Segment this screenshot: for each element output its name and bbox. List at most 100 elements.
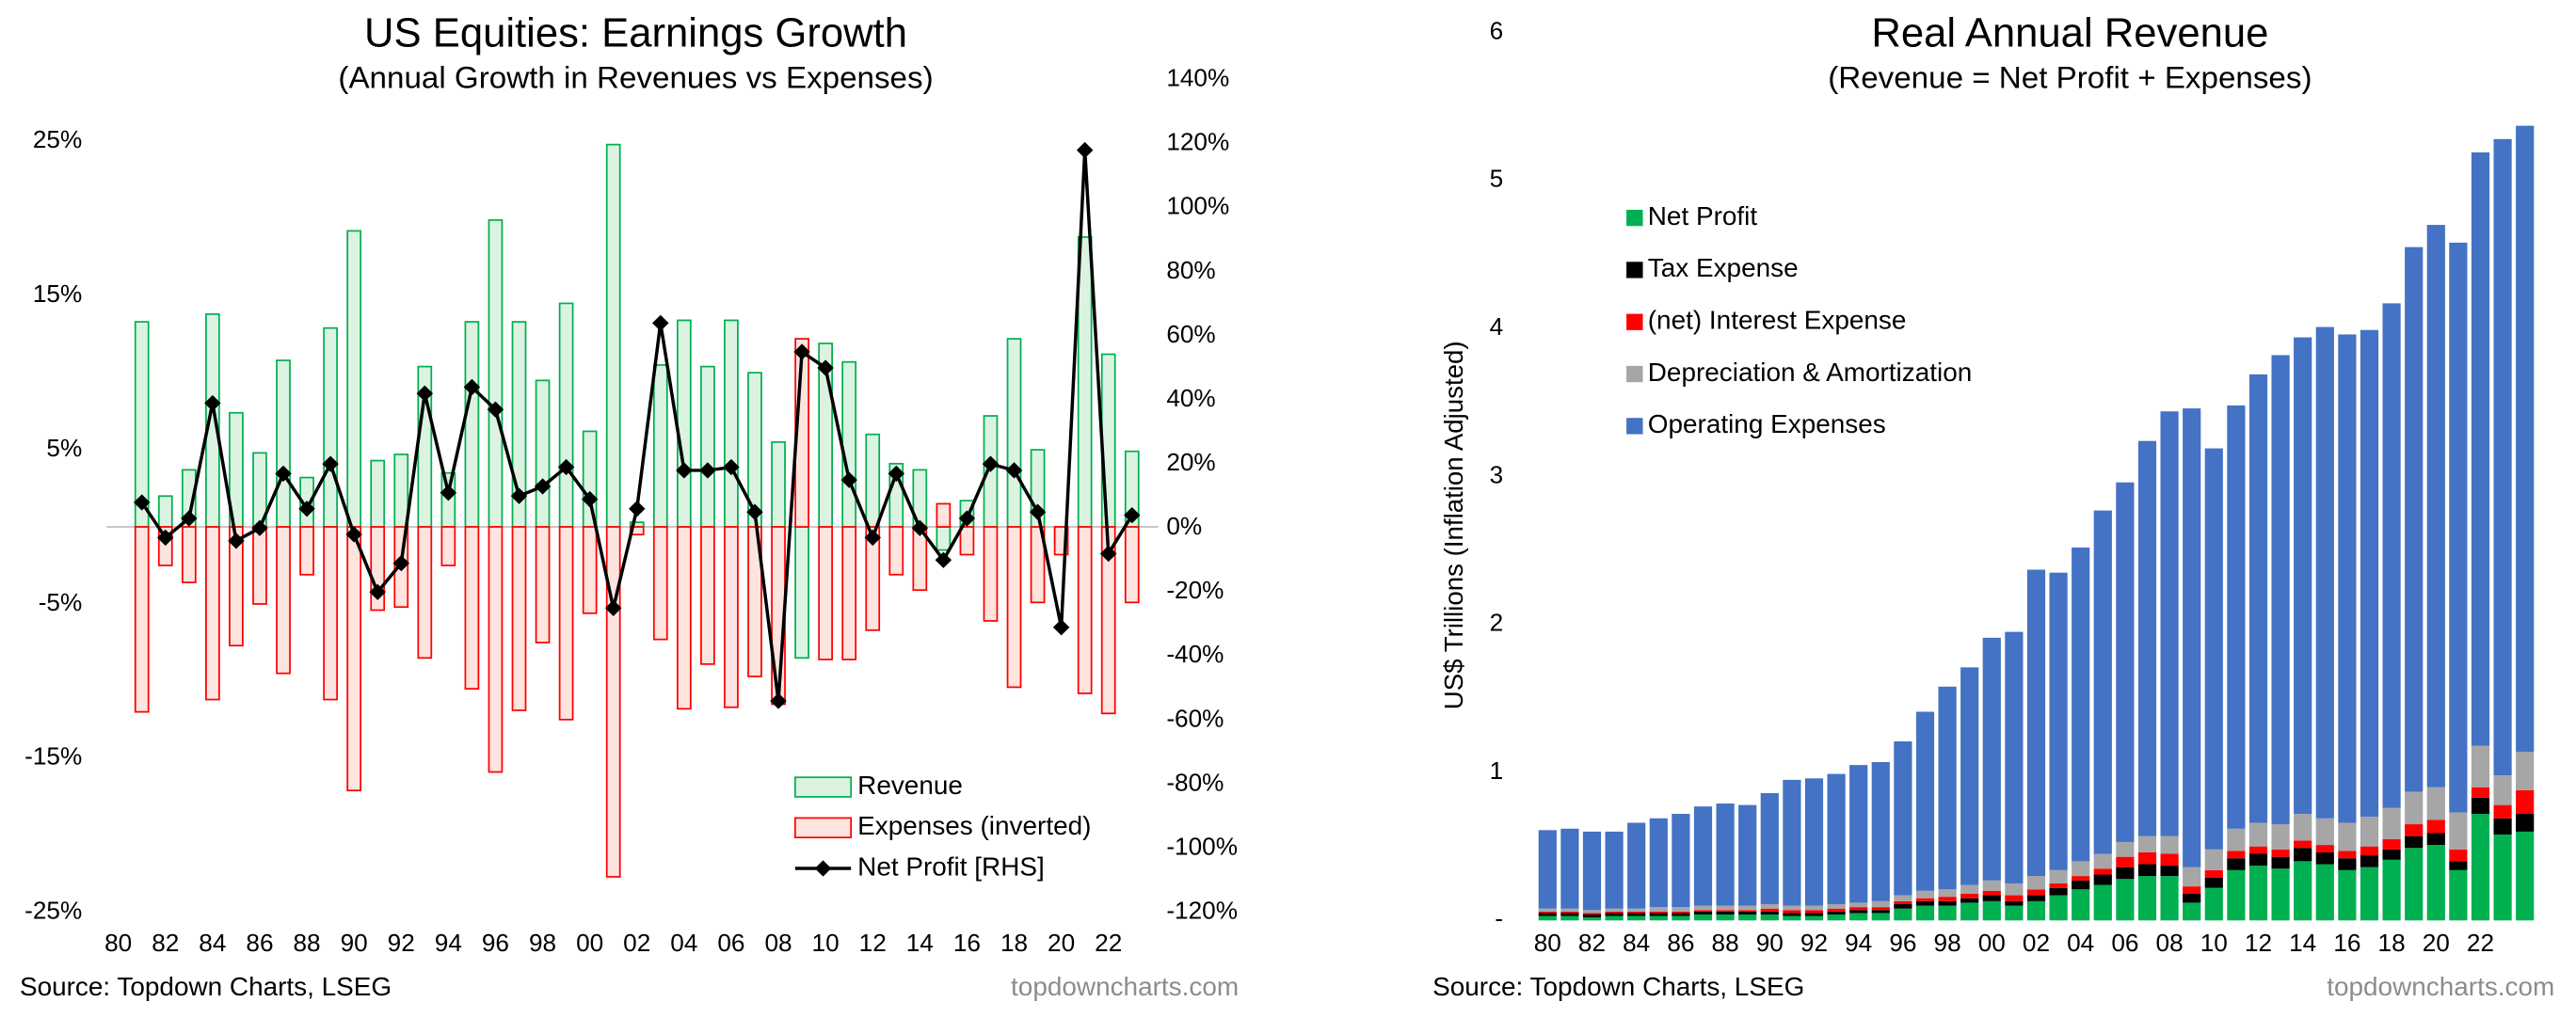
bar-segment <box>2093 853 2112 869</box>
bar-segment <box>1894 908 1912 921</box>
bar <box>724 526 739 708</box>
x-tick-label: 98 <box>529 929 556 957</box>
bar <box>464 526 480 690</box>
x-tick-label: 10 <box>2200 929 2228 957</box>
bar-segment <box>2271 856 2290 869</box>
bar-segment <box>1738 804 1757 906</box>
bar-segment <box>2049 883 2068 888</box>
x-tick-label: 90 <box>1756 929 1784 957</box>
bar-segment <box>1538 915 1557 921</box>
bar-segment <box>1827 773 1846 904</box>
bar-segment <box>2093 868 2112 875</box>
y2-tick-label: 80% <box>1166 256 1215 284</box>
x-tick-label: 04 <box>2067 929 2094 957</box>
bar <box>276 526 291 675</box>
x-tick-label: 18 <box>2378 929 2406 957</box>
bar <box>181 526 197 583</box>
bar <box>888 526 904 576</box>
y-tick-label: 3 <box>1490 460 1504 488</box>
line-marker <box>958 510 976 527</box>
bar-segment <box>1738 905 1757 911</box>
bar-segment <box>2449 861 2468 870</box>
bar-segment <box>2204 887 2223 921</box>
bar <box>276 359 291 528</box>
x-tick-label: 12 <box>859 929 887 957</box>
bar-segment <box>1938 686 1957 890</box>
bar <box>535 526 551 644</box>
bar <box>700 365 715 528</box>
bar-segment <box>1582 831 1602 911</box>
bar-segment <box>2026 889 2046 896</box>
bar-segment <box>1960 884 1979 894</box>
bar-segment <box>2204 877 2223 888</box>
bar-segment <box>2137 851 2157 865</box>
bar-segment <box>2426 833 2445 846</box>
legend-label: Depreciation & Amortization <box>1648 358 1972 387</box>
bar-segment <box>2183 886 2201 894</box>
bar-segment <box>1560 828 1579 909</box>
bar-segment <box>2049 887 2068 896</box>
bar-segment <box>1649 911 1668 914</box>
y2-tick-label: -120% <box>1166 897 1238 925</box>
bar-segment <box>1915 711 1935 891</box>
y2-tick-label: 0% <box>1166 512 1202 540</box>
bar-segment <box>1738 911 1757 915</box>
bar-segment <box>1938 897 1957 901</box>
bar-segment <box>2294 861 2312 921</box>
x-tick-label: 12 <box>2245 929 2272 957</box>
bar-segment <box>1605 911 1624 914</box>
x-tick-label: 14 <box>2289 929 2316 957</box>
legend-swatch <box>1626 418 1643 435</box>
bar-segment <box>1938 889 1957 898</box>
bar-segment <box>2248 822 2268 847</box>
bar-segment <box>2493 775 2512 805</box>
line-marker <box>1076 141 1094 159</box>
bar-segment <box>1783 779 1801 906</box>
bar <box>488 219 504 528</box>
bar-segment <box>1693 905 1713 911</box>
line-marker <box>1099 545 1117 563</box>
bar <box>299 526 314 576</box>
chart-subtitle: (Annual Growth in Revenues vs Expenses) <box>338 60 933 95</box>
bar-segment <box>2405 824 2424 836</box>
bar-segment <box>1804 915 1824 921</box>
bar-segment <box>1538 908 1557 912</box>
bar <box>323 526 338 701</box>
x-tick-label: 96 <box>1889 929 1916 957</box>
bar <box>558 302 574 528</box>
bar-segment <box>1538 911 1557 914</box>
bar-segment <box>1760 908 1779 912</box>
x-tick-label: 08 <box>2156 929 2184 957</box>
bar-segment <box>1760 793 1779 904</box>
bar-segment <box>2315 851 2334 865</box>
bar-segment <box>2426 225 2445 787</box>
bar-segment <box>1582 917 1602 921</box>
bar <box>676 526 692 710</box>
bar-segment <box>1649 915 1668 921</box>
bar <box>1124 526 1140 604</box>
bar-segment <box>1716 803 1735 906</box>
bar-segment <box>2137 835 2157 852</box>
legend-swatch <box>1626 262 1643 278</box>
bar-segment <box>1716 911 1735 915</box>
line-marker <box>652 314 669 332</box>
legend-swatch <box>793 817 853 839</box>
bar-segment <box>1649 907 1668 912</box>
line-marker <box>723 458 740 476</box>
bar-segment <box>2005 905 2024 921</box>
y2-tick-label: 40% <box>1166 384 1215 412</box>
x-tick-label: 88 <box>294 929 321 957</box>
bar-segment <box>2405 791 2424 825</box>
bar-segment <box>2360 855 2379 867</box>
legend-label: Operating Expenses <box>1648 409 1886 438</box>
bar-segment <box>2493 835 2512 921</box>
y-tick-label: 5% <box>46 434 82 462</box>
bar-segment <box>2405 247 2424 792</box>
bar <box>370 459 386 528</box>
bar-segment <box>2093 884 2112 921</box>
bar-segment <box>2271 849 2290 857</box>
line-marker <box>629 501 646 517</box>
bar-segment <box>1560 908 1579 912</box>
line-marker <box>228 533 245 549</box>
bar-segment <box>2248 846 2268 854</box>
